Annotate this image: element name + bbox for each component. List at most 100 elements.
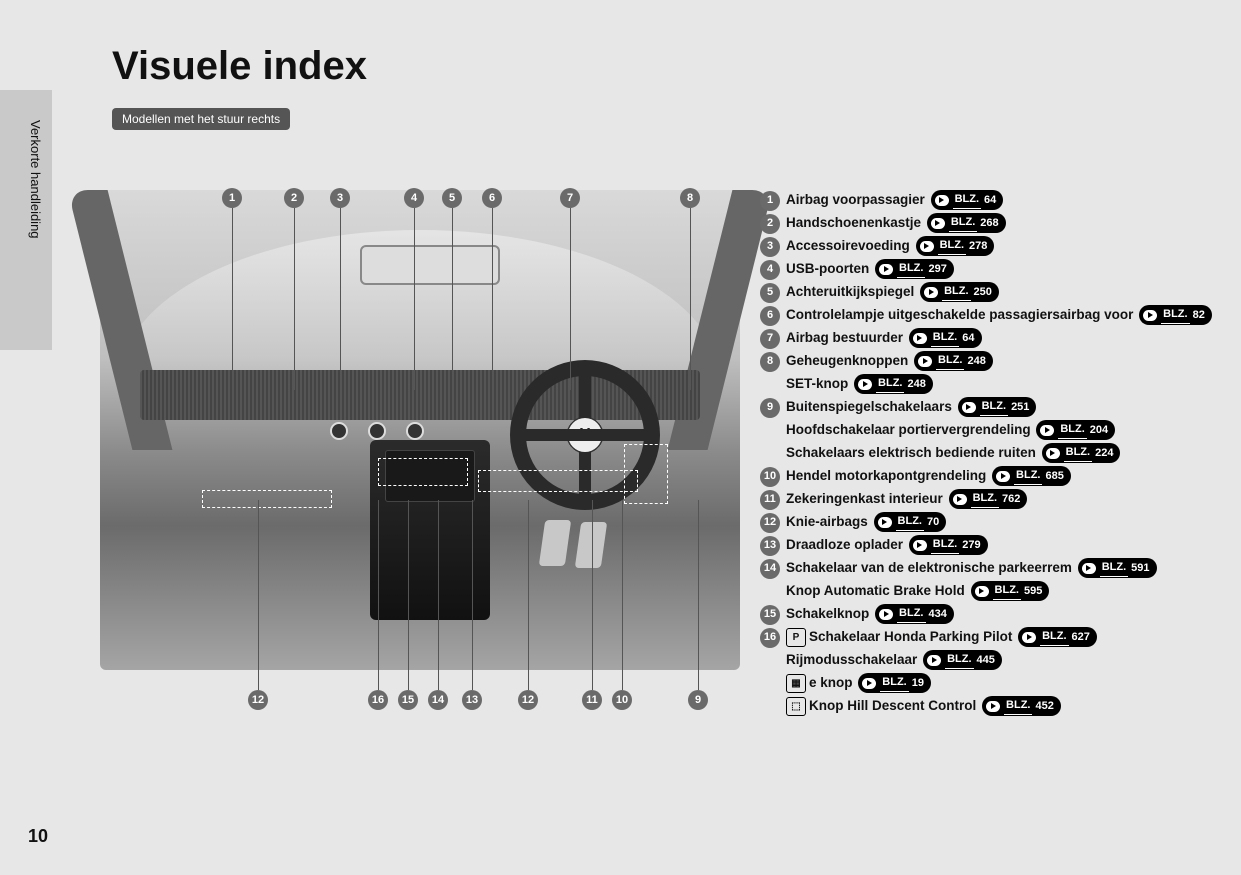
leader-line <box>340 208 341 390</box>
pill-page: 297 <box>928 261 946 278</box>
page-ref-pill[interactable]: BLZ.268 <box>927 213 1006 233</box>
legend-number: 7 <box>760 329 780 349</box>
legend-label: Knie-airbags <box>786 514 868 529</box>
pill-page: 595 <box>1024 583 1042 600</box>
page-ref-pill[interactable]: BLZ.762 <box>949 489 1028 509</box>
page-ref-pill[interactable]: BLZ.204 <box>1036 420 1115 440</box>
leader-line <box>414 208 415 390</box>
pill-prefix: BLZ. <box>1100 559 1128 577</box>
legend-number: 6 <box>760 306 780 326</box>
arrow-icon <box>879 264 893 275</box>
leader-line <box>592 500 593 690</box>
callout-bubble: 4 <box>404 188 424 208</box>
legend-label: Hendel motorkapontgrendeling <box>786 468 986 483</box>
leader-line <box>438 500 439 690</box>
legend-number: 12 <box>760 513 780 533</box>
callout-bubble: 12 <box>248 690 268 710</box>
legend-text: ⬚Knop Hill Descent Control BLZ.452 <box>786 696 1220 717</box>
arrow-icon <box>935 195 949 206</box>
callout-bubble: 9 <box>688 690 708 710</box>
legend-number <box>760 421 780 441</box>
legend-text: Achteruitkijkspiegel BLZ.250 <box>786 282 1220 303</box>
page-ref-pill[interactable]: BLZ.445 <box>923 650 1002 670</box>
legend-label: Controlelampje uitgeschakelde passagiers… <box>786 307 1133 322</box>
leader-line <box>408 500 409 690</box>
legend-label: Handschoenenkastje <box>786 215 921 230</box>
legend-label: Knop Automatic Brake Hold <box>786 583 965 598</box>
legend-row: Hoofdschakelaar portiervergrendeling BLZ… <box>760 420 1220 441</box>
arrow-icon <box>879 609 893 620</box>
legend-row: 11Zekeringenkast interieur BLZ.762 <box>760 489 1220 510</box>
legend-list: 1Airbag voorpassagier BLZ.642Handschoene… <box>760 190 1220 719</box>
page-ref-pill[interactable]: BLZ.627 <box>1018 627 1097 647</box>
page-ref-pill[interactable]: BLZ.250 <box>920 282 999 302</box>
arrow-icon <box>862 678 876 689</box>
pill-prefix: BLZ. <box>897 260 925 278</box>
pill-prefix: BLZ. <box>945 651 973 669</box>
page-ref-pill[interactable]: BLZ.278 <box>916 236 995 256</box>
legend-text: ▦e knop BLZ.19 <box>786 673 1220 694</box>
page-ref-pill[interactable]: BLZ.591 <box>1078 558 1157 578</box>
page-ref-pill[interactable]: BLZ.434 <box>875 604 954 624</box>
pill-page: 224 <box>1095 445 1113 462</box>
pill-page: 82 <box>1193 307 1205 324</box>
page-ref-pill[interactable]: BLZ.248 <box>854 374 933 394</box>
leader-line <box>492 208 493 390</box>
legend-row: 7Airbag bestuurder BLZ.64 <box>760 328 1220 349</box>
arrow-icon <box>858 379 872 390</box>
legend-text: Controlelampje uitgeschakelde passagiers… <box>786 305 1220 326</box>
highlight-box <box>624 444 668 504</box>
side-tab <box>0 90 52 350</box>
legend-text: Schakelaar van de elektronische parkeerr… <box>786 558 1220 579</box>
pill-prefix: BLZ. <box>1040 628 1068 646</box>
page-ref-pill[interactable]: BLZ.685 <box>992 466 1071 486</box>
arrow-icon <box>986 701 1000 712</box>
page-ref-pill[interactable]: BLZ.248 <box>914 351 993 371</box>
callout-bubble: 2 <box>284 188 304 208</box>
arrow-icon <box>996 471 1010 482</box>
page-ref-pill[interactable]: BLZ.224 <box>1042 443 1121 463</box>
pill-prefix: BLZ. <box>896 513 924 531</box>
leader-line <box>690 208 691 390</box>
page-ref-pill[interactable]: BLZ.297 <box>875 259 954 279</box>
page-ref-pill[interactable]: BLZ.251 <box>958 397 1037 417</box>
pill-prefix: BLZ. <box>936 352 964 370</box>
pill-page: 278 <box>969 238 987 255</box>
callout-bubble: 11 <box>582 690 602 710</box>
callout-bubble: 15 <box>398 690 418 710</box>
legend-label: Rijmodusschakelaar <box>786 652 917 667</box>
page-ref-pill[interactable]: BLZ.64 <box>931 190 1004 210</box>
legend-text: PSchakelaar Honda Parking Pilot BLZ.627 <box>786 627 1220 648</box>
pill-prefix: BLZ. <box>949 214 977 232</box>
legend-text: Buitenspiegelschakelaars BLZ.251 <box>786 397 1220 418</box>
pill-prefix: BLZ. <box>953 191 981 209</box>
page-ref-pill[interactable]: BLZ.452 <box>982 696 1061 716</box>
arrow-icon <box>924 287 938 298</box>
legend-row: 4USB-poorten BLZ.297 <box>760 259 1220 280</box>
page-ref-pill[interactable]: BLZ.82 <box>1139 305 1212 325</box>
pedal-shape <box>539 520 571 566</box>
page-ref-pill[interactable]: BLZ.70 <box>874 512 947 532</box>
pill-page: 591 <box>1131 560 1149 577</box>
callout-bubble: 3 <box>330 188 350 208</box>
page-ref-pill[interactable]: BLZ.279 <box>909 535 988 555</box>
pill-page: 64 <box>962 330 974 347</box>
steering-logo: H <box>568 418 602 452</box>
legend-row: 16PSchakelaar Honda Parking Pilot BLZ.62… <box>760 627 1220 648</box>
pill-page: 248 <box>907 376 925 393</box>
page-ref-pill[interactable]: BLZ.19 <box>858 673 931 693</box>
pill-page: 627 <box>1072 629 1090 646</box>
legend-row: 5Achteruitkijkspiegel BLZ.250 <box>760 282 1220 303</box>
legend-row: Rijmodusschakelaar BLZ.445 <box>760 650 1220 671</box>
leader-line <box>258 500 259 690</box>
page-ref-pill[interactable]: BLZ.595 <box>971 581 1050 601</box>
legend-label: Accessoirevoeding <box>786 238 910 253</box>
legend-row: 15Schakelknop BLZ.434 <box>760 604 1220 625</box>
callout-bubble: 13 <box>462 690 482 710</box>
page-ref-pill[interactable]: BLZ.64 <box>909 328 982 348</box>
feature-icon: ▦ <box>786 674 806 694</box>
leader-line <box>622 500 623 690</box>
leader-line <box>472 500 473 690</box>
arrow-icon <box>931 218 945 229</box>
leader-line <box>232 208 233 390</box>
